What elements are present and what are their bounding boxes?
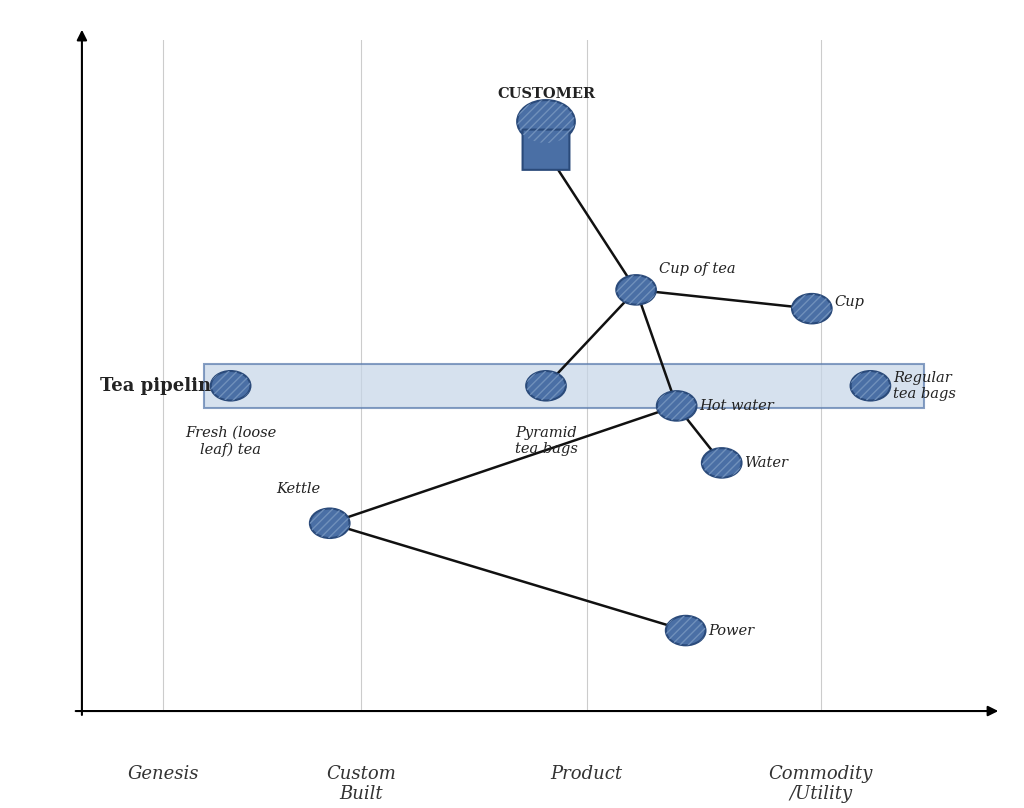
Text: Regular
tea bags: Regular tea bags: [893, 371, 955, 401]
Circle shape: [701, 448, 741, 478]
Text: Kettle: Kettle: [276, 482, 321, 496]
Text: Product: Product: [551, 764, 623, 783]
Text: Pyramid
tea bags: Pyramid tea bags: [514, 426, 578, 457]
Text: CUSTOMER: CUSTOMER: [497, 86, 595, 101]
Bar: [204, 364, 925, 407]
Circle shape: [310, 508, 349, 538]
Text: Cup of tea: Cup of tea: [658, 263, 735, 276]
Text: Cup: Cup: [835, 295, 864, 309]
Circle shape: [616, 275, 656, 305]
Circle shape: [517, 100, 574, 143]
Text: Commodity
/Utility: Commodity /Utility: [769, 764, 873, 803]
Text: Genesis: Genesis: [127, 764, 199, 783]
Text: Custom
Built: Custom Built: [327, 764, 396, 803]
Circle shape: [666, 616, 706, 646]
Circle shape: [656, 391, 696, 421]
Circle shape: [211, 371, 251, 401]
Text: Tea pipeline: Tea pipeline: [100, 377, 222, 395]
Circle shape: [526, 371, 566, 401]
Text: Fresh (loose
leaf) tea: Fresh (loose leaf) tea: [185, 426, 276, 457]
Circle shape: [792, 294, 831, 323]
Circle shape: [851, 371, 890, 401]
Text: Hot water: Hot water: [699, 399, 774, 413]
Text: Water: Water: [744, 456, 788, 470]
FancyBboxPatch shape: [522, 129, 569, 170]
Text: Power: Power: [709, 624, 755, 638]
